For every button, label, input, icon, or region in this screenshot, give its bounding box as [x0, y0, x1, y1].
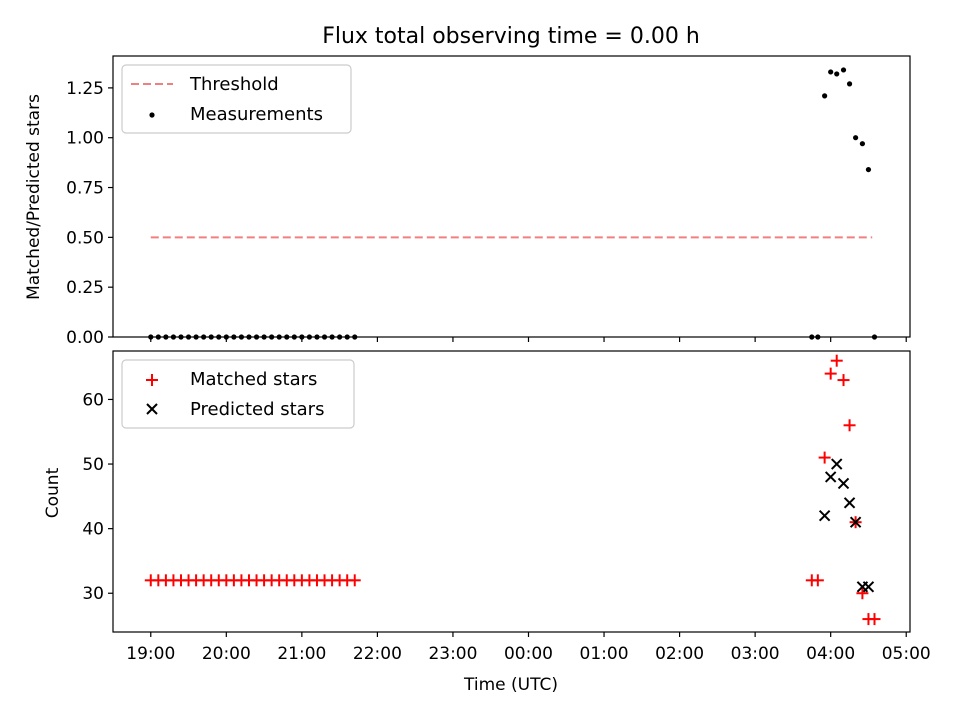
x-tick-label: 00:00	[504, 644, 553, 664]
predicted-star-point	[849, 516, 862, 528]
x-axis-label: Time (UTC)	[463, 675, 558, 695]
bottom-y-axis-label: Count	[43, 467, 63, 518]
x-tick-label: 04:00	[806, 644, 855, 664]
bottom-y-tick-label: 60	[82, 390, 104, 410]
measurement-point	[865, 166, 872, 173]
top-y-tick-label: 0.25	[66, 278, 104, 298]
x-tick-label: 19:00	[126, 644, 175, 664]
top-y-tick-label: 1.00	[66, 129, 104, 149]
measurement-point	[840, 67, 847, 73]
predicted-star-point	[862, 581, 875, 593]
matched-star-point	[811, 574, 824, 587]
bottom-y-tick-label: 40	[82, 520, 104, 540]
measurement-point	[834, 71, 840, 77]
x-tick-label: 21:00	[277, 644, 326, 664]
predicted-legend-label: Predicted stars	[190, 399, 324, 420]
matched-star-point	[830, 354, 843, 367]
top-legend: Threshold Measurements	[121, 64, 352, 134]
bottom-y-tick-label: 50	[82, 455, 104, 475]
x-tick-label: 05:00	[882, 644, 931, 664]
measurement-point	[846, 81, 853, 87]
top-y-axis-label: Matched/Predicted stars	[24, 94, 44, 300]
matched-legend-label: Matched stars	[190, 369, 317, 390]
top-y-tick-label: 0.75	[66, 179, 104, 199]
x-tick-label: 22:00	[353, 644, 402, 664]
bottom-axes-frame	[112, 350, 911, 633]
measurement-point	[853, 135, 859, 141]
x-tick-label: 01:00	[580, 644, 629, 664]
matched-legend-swatch	[146, 374, 158, 386]
matched-star-point	[856, 587, 869, 600]
predicted-star-point	[824, 471, 837, 483]
x-tick-label: 02:00	[655, 644, 704, 664]
measurement-point	[828, 69, 834, 75]
x-tick-label: 03:00	[731, 644, 780, 664]
top-y-tick-label: 1.25	[66, 79, 104, 99]
threshold-legend-label: Threshold	[189, 74, 279, 95]
top-plot: 0.00 0.25 0.50 0.75 1.00 1.25	[66, 67, 907, 348]
measurement-point	[859, 141, 866, 147]
measurements-legend-label: Measurements	[190, 104, 323, 125]
top-y-tick-label: 0.00	[66, 328, 104, 348]
top-axes-frame	[112, 55, 911, 338]
matched-star-point	[348, 574, 361, 587]
predicted-star-point	[837, 477, 850, 490]
measurement-point	[822, 93, 828, 99]
predicted-star-point	[831, 458, 843, 470]
matched-star-point	[843, 419, 856, 432]
bottom-plot: 30 40 50 60 19:00 20:00 21:00 22:00 23:00 00:00 01…	[82, 354, 931, 664]
bottom-y-tick-label: 30	[82, 584, 104, 604]
top-y-tick-label: 0.50	[66, 228, 104, 248]
matched-star-point	[818, 451, 831, 464]
predicted-star-point	[818, 510, 831, 522]
matched-star-point	[868, 613, 881, 626]
x-tick-label: 23:00	[428, 644, 477, 664]
matched-star-point	[824, 367, 837, 380]
measurements-legend-swatch	[149, 112, 155, 118]
predicted-legend-swatch	[146, 403, 158, 415]
predicted-star-point	[843, 497, 856, 509]
bottom-legend: Matched stars Predicted stars	[121, 359, 355, 429]
bottom-legend-box	[121, 359, 355, 429]
top-chart-title: Flux total observing time = 0.00 h	[322, 24, 700, 49]
top-legend-box	[121, 64, 352, 134]
x-tick-label: 20:00	[202, 644, 251, 664]
matched-star-point	[837, 374, 850, 387]
